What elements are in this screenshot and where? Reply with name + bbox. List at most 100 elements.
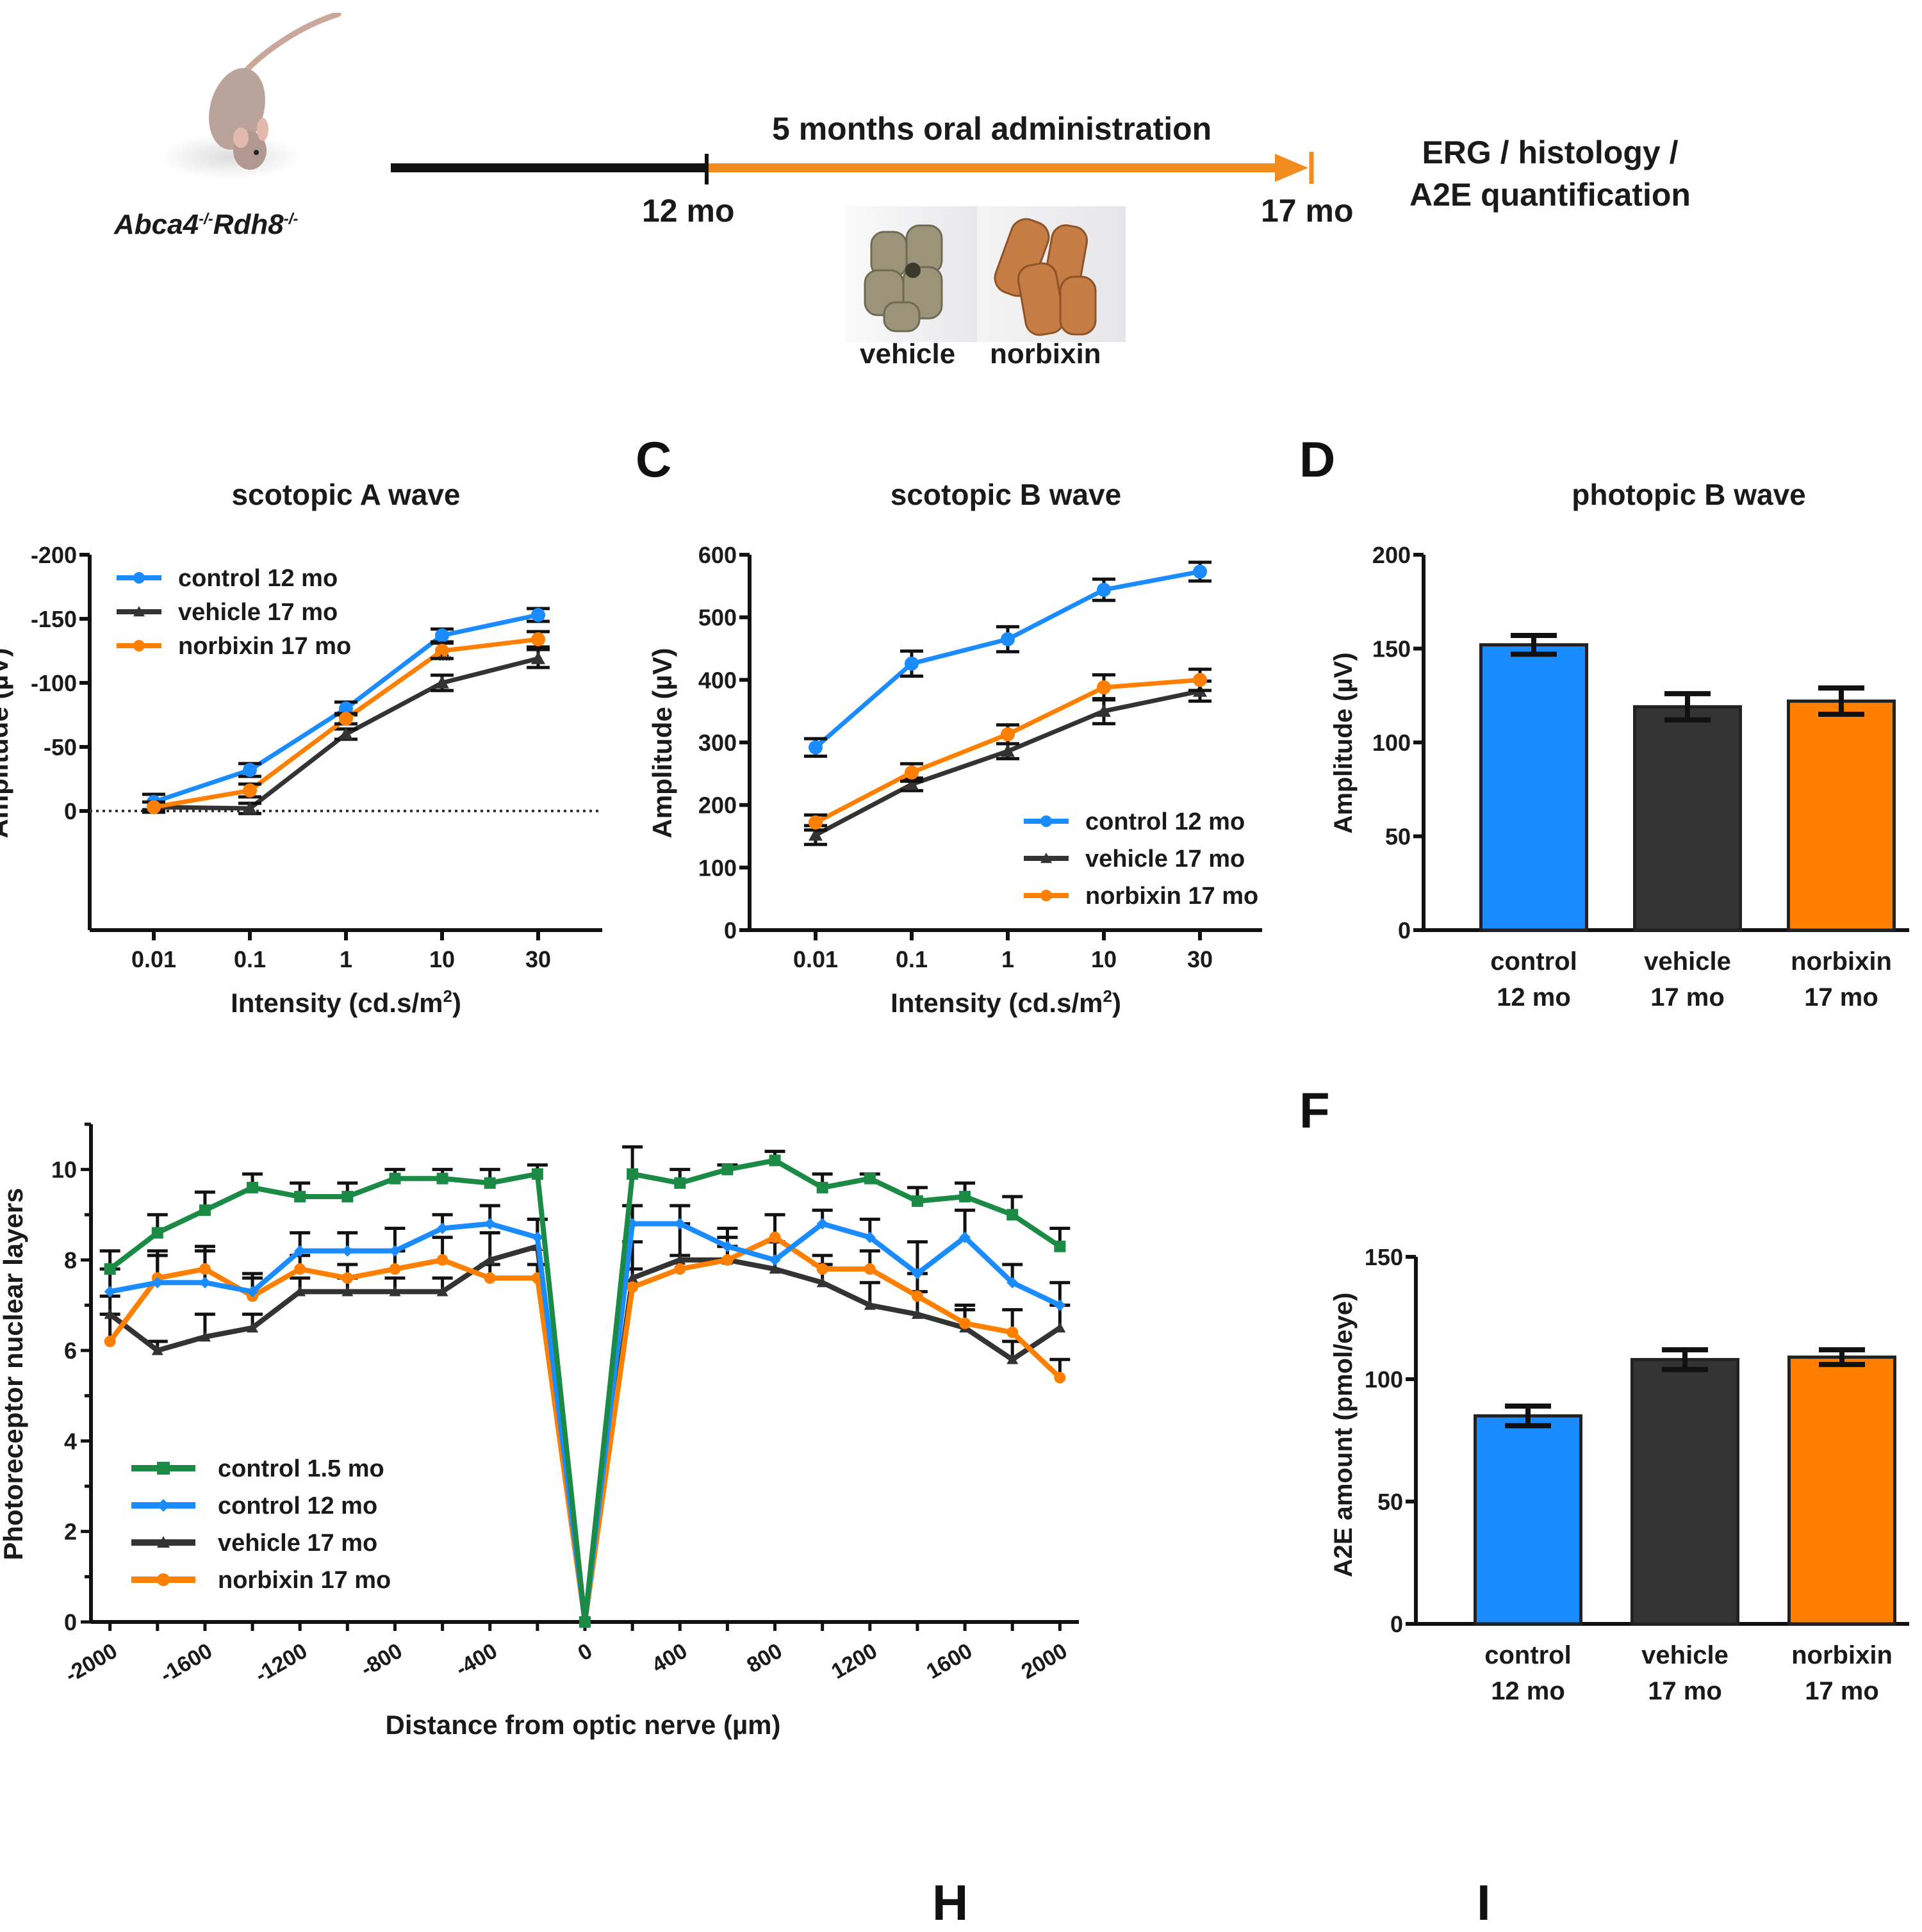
data-point xyxy=(341,1191,354,1203)
x-tick-label-line1: vehicle xyxy=(1641,1641,1729,1669)
legend-label: norbixin 17 mo xyxy=(1085,883,1258,910)
data-point xyxy=(1097,704,1111,717)
y-tick-label: -100 xyxy=(31,670,77,696)
data-point xyxy=(435,628,449,643)
data-point xyxy=(151,1345,163,1355)
y-tick-label: 200 xyxy=(698,792,737,819)
vehicle-pellet-image xyxy=(846,206,977,342)
data-point xyxy=(104,1336,116,1348)
data-point xyxy=(1054,1371,1066,1384)
data-point xyxy=(199,1277,211,1289)
data-point xyxy=(104,1308,116,1319)
data-point xyxy=(816,1277,828,1288)
data-point xyxy=(864,1299,876,1310)
y-tick-label: -150 xyxy=(31,606,77,632)
data-point xyxy=(674,1263,686,1275)
x-tick-label: 0.01 xyxy=(131,946,176,972)
data-point xyxy=(1097,582,1111,597)
data-point xyxy=(1006,1326,1019,1338)
a2e-chart: 0 50 100 150 A2E amount (pmol/eye) control 12 … xyxy=(1329,1244,1909,1705)
chart-title: photopic B wave xyxy=(1572,478,1805,511)
y-tick-label: 50 xyxy=(1385,824,1411,850)
data-point xyxy=(769,1231,781,1243)
legend-marker xyxy=(133,606,145,617)
data-point xyxy=(911,1290,923,1302)
data-point xyxy=(721,1163,734,1175)
data-point xyxy=(809,815,823,830)
y-tick-label: 10 xyxy=(51,1157,77,1183)
x-tick-label: 30 xyxy=(525,946,551,972)
timeline-arrowhead-icon xyxy=(1275,154,1308,182)
data-point xyxy=(769,1154,781,1167)
legend-label: control 12 mo xyxy=(178,565,338,592)
phase-label: 5 months oral administration xyxy=(772,111,1212,147)
data-point xyxy=(436,1172,448,1184)
data-point xyxy=(816,1263,828,1275)
y-tick-label: 8 xyxy=(64,1247,77,1273)
bar xyxy=(1633,705,1742,932)
y-axis-label: A2E amount (pmol/eye) xyxy=(1329,1293,1358,1578)
data-point xyxy=(199,1204,211,1216)
data-point xyxy=(436,1286,448,1297)
data-point xyxy=(247,1286,259,1298)
y-tick-label: 400 xyxy=(698,667,737,693)
legend-marker xyxy=(157,1499,170,1512)
y-tick-label: 100 xyxy=(1372,730,1411,756)
data-point xyxy=(435,644,449,658)
data-point xyxy=(104,1263,116,1275)
histology-chart: 0 2 4 6 8 10 -2000 -1600 -1200 -800 -400 0 400 800 120… xyxy=(0,1122,1079,1740)
x-tick-label: 1 xyxy=(340,946,352,972)
legend-marker xyxy=(157,1573,170,1586)
data-point xyxy=(484,1254,496,1265)
x-tick-label: 0 xyxy=(574,1639,596,1666)
data-point xyxy=(341,1286,354,1297)
data-point xyxy=(809,740,823,755)
mouse-genotype-label: Abca4-/-Rdh8-/- xyxy=(114,209,298,241)
data-point xyxy=(959,1317,971,1329)
y-axis-label: Amplitude (µV) xyxy=(0,648,13,838)
data-point xyxy=(627,1281,639,1293)
x-tick-label: 800 xyxy=(743,1639,786,1678)
data-point xyxy=(294,1286,306,1297)
x-tick-label: 1600 xyxy=(923,1639,977,1684)
data-point xyxy=(436,1254,448,1266)
data-point xyxy=(864,1263,876,1275)
data-point xyxy=(1054,1240,1066,1252)
y-tick-label: 500 xyxy=(698,605,737,631)
data-point xyxy=(1097,680,1111,695)
x-axis-label: Distance from optic nerve (µm) xyxy=(386,1710,781,1740)
data-point xyxy=(579,1616,591,1628)
data-point xyxy=(294,1263,306,1275)
scotopic-b-chart: scotopic B wave 0 100 200 300 400 500 600 0.01 0.… xyxy=(647,478,1262,1018)
data-point xyxy=(1193,673,1207,687)
data-point xyxy=(339,712,353,726)
y-tick-label: 600 xyxy=(698,542,737,568)
x-axis-label: Intensity (cd.s/m2) xyxy=(891,986,1121,1018)
data-point xyxy=(1006,1209,1019,1221)
data-point xyxy=(435,676,449,689)
legend-label: control 12 mo xyxy=(218,1493,377,1519)
bar xyxy=(1787,1355,1896,1626)
x-tick-label: -1200 xyxy=(251,1639,311,1687)
data-point xyxy=(243,763,257,777)
y-tick-label: 6 xyxy=(64,1338,77,1364)
outcome-line-2: A2E quantification xyxy=(1409,177,1691,213)
y-tick-label: 200 xyxy=(1372,542,1411,568)
data-point xyxy=(341,1272,354,1284)
outcome-label: ERG / histology / A2E quantification xyxy=(1409,131,1691,216)
y-tick-label: 150 xyxy=(1372,636,1411,662)
data-point xyxy=(104,1286,116,1298)
x-tick-label: 10 xyxy=(1091,946,1117,972)
x-tick-label: 0.01 xyxy=(793,946,838,972)
x-tick-label-line1: vehicle xyxy=(1644,947,1731,976)
vehicle-pellets-icon xyxy=(864,224,943,332)
scotopic-a-chart: scotopic A wave -200 -150 -100 -50 0 0.01 0.1 1 1… xyxy=(0,478,602,1018)
data-point xyxy=(911,1308,923,1319)
y-tick-label: 100 xyxy=(698,855,737,881)
x-tick-label-line1: norbixin xyxy=(1791,947,1892,976)
y-tick-label: -200 xyxy=(31,542,77,568)
data-point xyxy=(294,1191,306,1203)
data-point xyxy=(864,1231,876,1243)
norbixin-pellets-icon xyxy=(994,218,1097,336)
x-tick-label-line2: 17 mo xyxy=(1650,983,1725,1011)
